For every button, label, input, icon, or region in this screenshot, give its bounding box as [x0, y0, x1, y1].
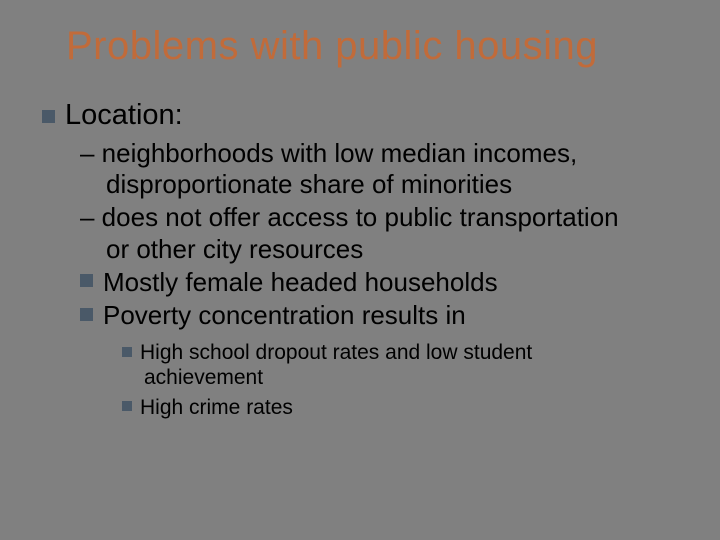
level1-text: Location: — [65, 99, 183, 131]
bullet-level2-item1: Mostly female headed households — [80, 267, 682, 299]
level2-block: – neighborhoods with low median incomes,… — [80, 138, 682, 332]
square-bullet-icon — [80, 308, 93, 321]
level3-block: High school dropout rates and low studen… — [122, 340, 682, 420]
dash-line2: or other city resources — [80, 234, 682, 265]
level3-line1: High school dropout rates and low studen… — [140, 341, 532, 364]
slide-title: Problems with public housing — [38, 24, 682, 69]
square-bullet-icon — [122, 347, 132, 357]
bullet-level2-item2: Poverty concentration results in — [80, 300, 682, 332]
level2-text: Mostly female headed households — [103, 267, 498, 297]
level3-text: High crime rates — [140, 396, 293, 419]
bullet-level3-item1: High school dropout rates and low studen… — [122, 340, 682, 390]
dash-line1: – does not offer access to public transp… — [80, 202, 619, 232]
square-bullet-icon — [80, 274, 93, 287]
bullet-level1: Location: — [42, 99, 682, 132]
level3-line2: achievement — [122, 365, 682, 390]
slide-container: Problems with public housing Location: –… — [0, 0, 720, 540]
bullet-level3-item2: High crime rates — [122, 395, 682, 420]
dash-item-2: – does not offer access to public transp… — [80, 202, 682, 264]
dash-item-1: – neighborhoods with low median incomes,… — [80, 138, 682, 200]
square-bullet-icon — [42, 110, 55, 123]
level2-text: Poverty concentration results in — [103, 300, 466, 330]
dash-line1: – neighborhoods with low median incomes, — [80, 138, 577, 168]
square-bullet-icon — [122, 401, 132, 411]
dash-line2: disproportionate share of minorities — [80, 169, 682, 200]
